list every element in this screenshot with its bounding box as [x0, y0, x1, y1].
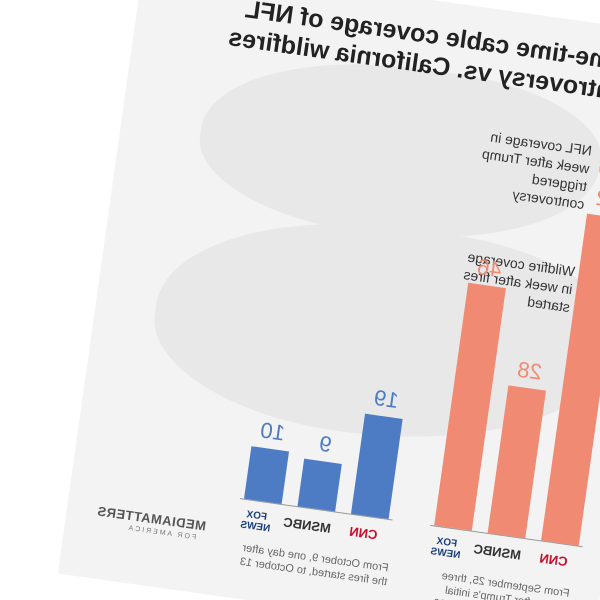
bar-wildfire-foxnews	[244, 445, 290, 504]
bar-value-label: 62	[594, 184, 600, 214]
msnbc-logo-nfl: MSNBC	[472, 541, 522, 563]
cnn-logo-wildfire: CNN	[348, 523, 379, 543]
bar-wildfire-msnbc	[297, 458, 342, 512]
bar-value-label: 19	[372, 384, 401, 413]
bar-value-label: 9	[317, 430, 334, 458]
nfl-date-note: From September 25, three days after Trum…	[432, 569, 571, 600]
wildfire-date-note: From October 9, one day after the fires …	[239, 541, 390, 589]
bar-value-label: 10	[258, 417, 287, 446]
legend-label-nfl: NFL coverage in week after Trump trigger…	[481, 128, 593, 213]
bar-value-label: 46	[475, 254, 504, 283]
foxnews-logo-nfl: FOX NEWS	[429, 535, 461, 562]
cnn-logo-nfl: CNN	[538, 550, 569, 570]
foxnews-logo-wildfire: FOX NEWS	[239, 509, 271, 535]
msnbc-logo-wildfire: MSNBC	[282, 514, 332, 536]
bar-value-label: 28	[515, 356, 544, 385]
infographic-card: Prime-time cable coverage of NFL controv…	[57, 0, 600, 600]
